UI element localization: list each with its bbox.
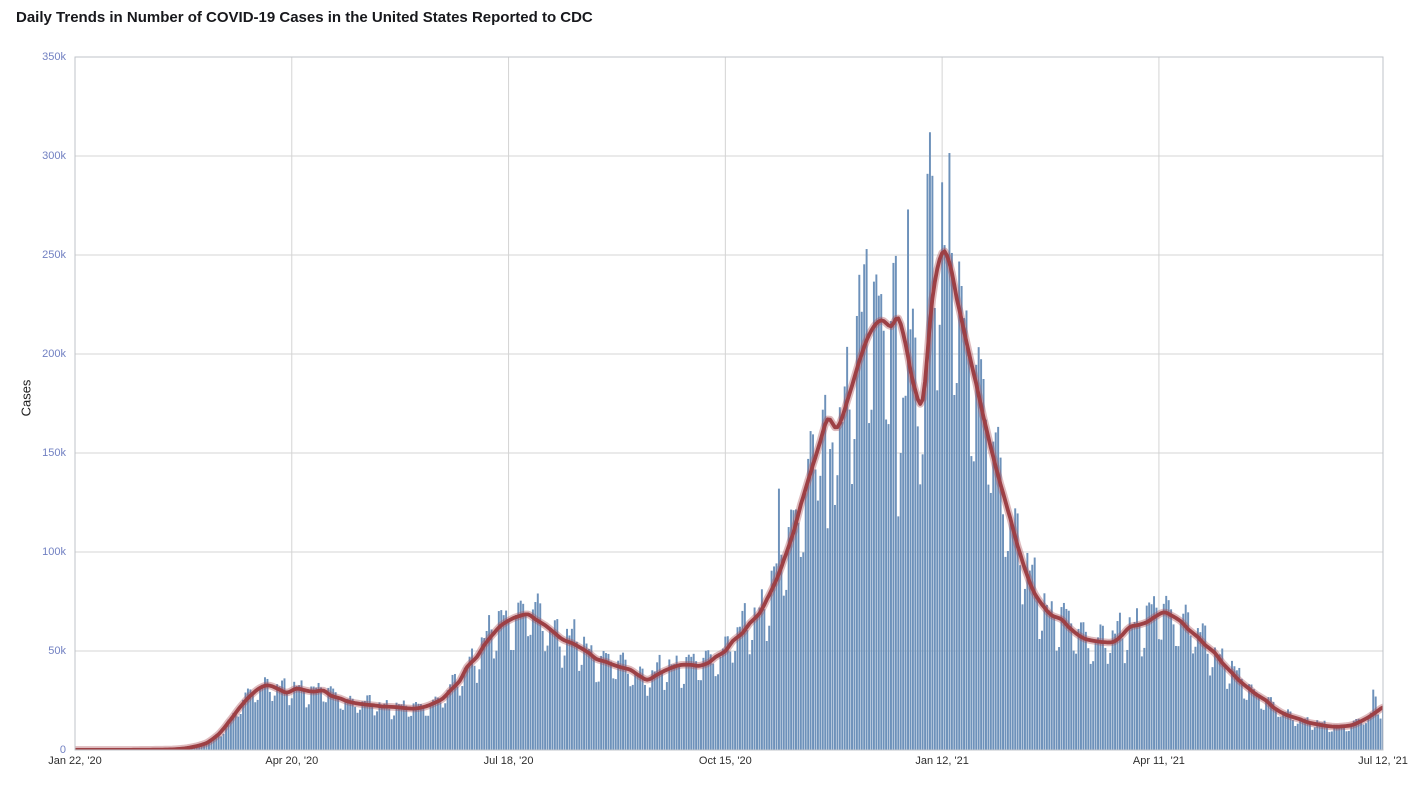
y-tick-label: 100k: [42, 546, 66, 558]
y-tick-label: 300k: [42, 150, 66, 162]
chart-title: Daily Trends in Number of COVID-19 Cases…: [16, 9, 593, 26]
y-axis-labels: 0 50k 100k 150k 200k 250k 300k 350k: [0, 0, 70, 787]
y-tick-label: 250k: [42, 249, 66, 261]
x-tick-label: Jul 12, '21: [1358, 755, 1408, 767]
y-tick-label: 350k: [42, 51, 66, 63]
x-tick-label: Jul 18, '20: [483, 755, 534, 767]
y-tick-label: 150k: [42, 447, 66, 459]
x-tick-label: Apr 11, '21: [1132, 755, 1185, 767]
x-tick-label: Oct 15, '20: [698, 755, 752, 767]
y-tick-label: 50k: [48, 645, 66, 657]
x-tick-label: Jan 12, '21: [915, 755, 969, 767]
y-tick-label: 200k: [42, 348, 66, 360]
x-tick-label: Apr 20, '20: [265, 755, 319, 767]
x-tick-label: Jan 22, '20: [48, 755, 102, 767]
y-tick-label: 0: [59, 744, 66, 756]
x-axis-labels: Jan 22, '20 Apr 20, '20 Jul 18, '20 Oct 15,…: [0, 755, 1414, 775]
